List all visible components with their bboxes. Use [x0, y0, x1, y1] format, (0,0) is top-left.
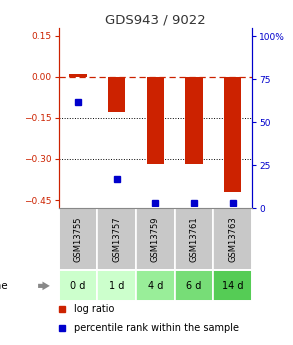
Text: GSM13757: GSM13757 [112, 217, 121, 262]
Bar [213, 208, 252, 270]
Bar [59, 208, 97, 270]
Text: 6 d: 6 d [186, 281, 202, 291]
Text: GSM13759: GSM13759 [151, 217, 160, 262]
Text: GSM13763: GSM13763 [228, 216, 237, 262]
Bar [175, 270, 213, 302]
Text: 0 d: 0 d [70, 281, 86, 291]
Text: 14 d: 14 d [222, 281, 243, 291]
Bar [224, 77, 241, 192]
Text: 4 d: 4 d [148, 281, 163, 291]
Text: percentile rank within the sample: percentile rank within the sample [74, 323, 239, 333]
Bar [108, 77, 125, 112]
Text: GSM13755: GSM13755 [74, 217, 82, 262]
Bar [175, 208, 213, 270]
Bar [69, 74, 87, 77]
Text: 1 d: 1 d [109, 281, 124, 291]
Bar [97, 270, 136, 302]
Bar [136, 270, 175, 302]
Title: GDS943 / 9022: GDS943 / 9022 [105, 13, 206, 27]
Bar [136, 208, 175, 270]
Text: log ratio: log ratio [74, 305, 115, 315]
Bar [213, 270, 252, 302]
Bar [97, 208, 136, 270]
Text: time: time [0, 281, 9, 291]
Text: GSM13761: GSM13761 [190, 217, 198, 262]
Bar [59, 270, 97, 302]
Bar [185, 77, 203, 165]
Bar [146, 77, 164, 165]
